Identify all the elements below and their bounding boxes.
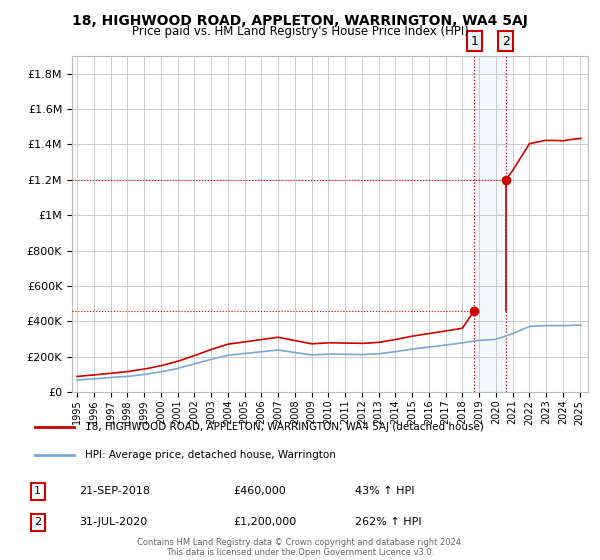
Bar <box>475 56 506 392</box>
Text: 2: 2 <box>34 517 41 527</box>
Text: 43% ↑ HPI: 43% ↑ HPI <box>355 487 415 496</box>
Text: 1: 1 <box>34 487 41 496</box>
Text: 31-JUL-2020: 31-JUL-2020 <box>79 517 148 527</box>
Text: 18, HIGHWOOD ROAD, APPLETON, WARRINGTON, WA4 5AJ: 18, HIGHWOOD ROAD, APPLETON, WARRINGTON,… <box>72 14 528 28</box>
Text: Price paid vs. HM Land Registry's House Price Index (HPI): Price paid vs. HM Land Registry's House … <box>131 25 469 38</box>
Text: 2: 2 <box>502 35 509 48</box>
Text: HPI: Average price, detached house, Warrington: HPI: Average price, detached house, Warr… <box>85 450 335 460</box>
Text: 262% ↑ HPI: 262% ↑ HPI <box>355 517 422 527</box>
Text: 21-SEP-2018: 21-SEP-2018 <box>79 487 150 496</box>
Text: Contains HM Land Registry data © Crown copyright and database right 2024.
This d: Contains HM Land Registry data © Crown c… <box>137 538 463 557</box>
Text: £1,200,000: £1,200,000 <box>234 517 297 527</box>
Text: 1: 1 <box>470 35 478 48</box>
Text: 18, HIGHWOOD ROAD, APPLETON, WARRINGTON, WA4 5AJ (detached house): 18, HIGHWOOD ROAD, APPLETON, WARRINGTON,… <box>85 422 484 432</box>
Text: £460,000: £460,000 <box>234 487 287 496</box>
